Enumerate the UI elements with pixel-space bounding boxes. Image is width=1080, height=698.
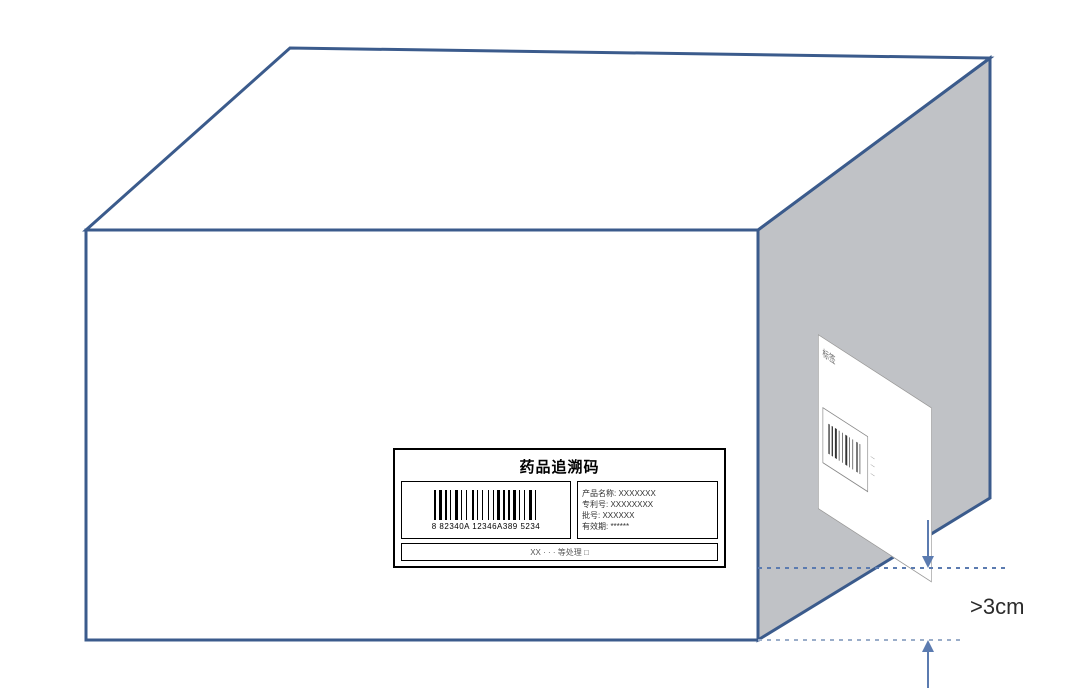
front-label-footer: XX · · · 等处理 □: [401, 543, 718, 561]
front-label-info: 产品名称: XXXXXXX专利号: XXXXXXXX批号: XXXXXX有效期:…: [577, 481, 718, 539]
front-label-title: 药品追溯码: [401, 454, 718, 481]
side-label-info: ———: [871, 453, 928, 515]
side-barcode: [823, 406, 869, 491]
front-info-line: 有效期: ******: [582, 521, 713, 532]
front-label: 药品追溯码 8 82340A 12346A389 5234 产品名称: XXXX…: [393, 448, 726, 568]
dimension-label: >3cm: [970, 594, 1024, 620]
box-front-face: [86, 230, 758, 640]
front-info-line: 产品名称: XXXXXXX: [582, 488, 713, 499]
front-barcode: 8 82340A 12346A389 5234: [401, 481, 571, 539]
front-info-line: 专利号: XXXXXXXX: [582, 499, 713, 510]
front-barcode-number: 8 82340A 12346A389 5234: [432, 522, 540, 531]
box-diagram: [0, 0, 1080, 698]
front-info-line: 批号: XXXXXX: [582, 510, 713, 521]
